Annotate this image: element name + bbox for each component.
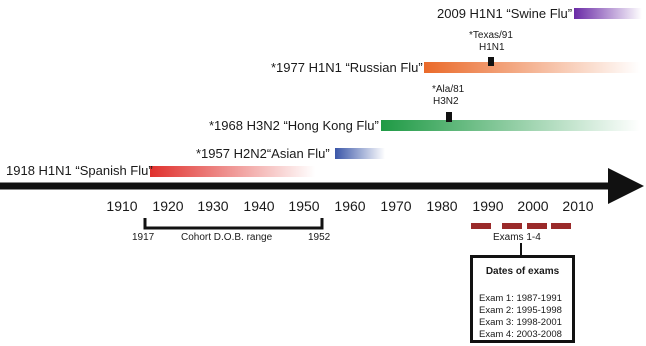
hong-kong-flu-label: *1968 H3N2 “Hong Kong Flu”	[209, 118, 379, 133]
axis-tick-label: 1910	[106, 198, 138, 214]
legend-row-exam-3: Exam 3: 1998-2001	[479, 317, 562, 328]
axis-tick-label: 2010	[562, 198, 594, 214]
axis-tick-label: 1960	[334, 198, 366, 214]
ala81-label-line1: *Ala/81	[432, 84, 465, 95]
russian-flu-bar	[424, 62, 640, 73]
cohort-end-label: 1952	[308, 232, 331, 243]
exam-3-dash	[527, 223, 547, 229]
axis-tick-label: 1920	[152, 198, 184, 214]
legend-row-exam-1: Exam 1: 1987-1991	[479, 293, 562, 304]
spanish-flu-bar	[150, 166, 315, 177]
axis-tick-label: 1940	[243, 198, 275, 214]
spanish-flu-label: 1918 H1N1 “Spanish Flu”	[6, 163, 153, 178]
ala81-label-line2: H3N2	[433, 96, 459, 107]
exam-2-dash	[502, 223, 522, 229]
exam-dates-legend: Dates of exams Exam 1: 1987-1991 Exam 2:…	[470, 255, 575, 343]
legend-row-exam-4: Exam 4: 2003-2008	[479, 329, 562, 340]
texas91-label-line1: *Texas/91	[469, 30, 513, 41]
ala81-marker	[446, 112, 452, 122]
russian-flu-label: *1977 H1N1 “Russian Flu”	[271, 60, 423, 75]
timeline-arrowhead	[608, 168, 644, 204]
legend-row-exam-2: Exam 2: 1995-1998	[479, 305, 562, 316]
hong-kong-flu-bar	[381, 120, 640, 131]
asian-flu-bar	[335, 148, 385, 159]
swine-flu-label: 2009 H1N1 “Swine Flu”	[437, 6, 573, 21]
axis-tick-label: 1950	[288, 198, 320, 214]
texas91-marker	[488, 57, 494, 66]
exam-1-dash	[471, 223, 491, 229]
swine-flu-bar	[574, 8, 642, 19]
axis-tick-label: 1930	[197, 198, 229, 214]
texas91-label-line2: H1N1	[479, 42, 505, 53]
cohort-start-label: 1917	[132, 232, 155, 243]
axis-tick-label: 2000	[517, 198, 549, 214]
exams-label: Exams 1-4	[493, 232, 541, 243]
exam-4-dash	[551, 223, 571, 229]
asian-flu-label: *1957 H2N2“Asian Flu”	[196, 146, 330, 161]
cohort-bracket	[143, 218, 324, 230]
axis-tick-label: 1980	[426, 198, 458, 214]
axis-tick-label: 1970	[380, 198, 412, 214]
axis-tick-label: 1990	[472, 198, 504, 214]
legend-title: Dates of exams	[485, 266, 560, 277]
cohort-range-label: Cohort D.O.B. range	[181, 232, 273, 243]
